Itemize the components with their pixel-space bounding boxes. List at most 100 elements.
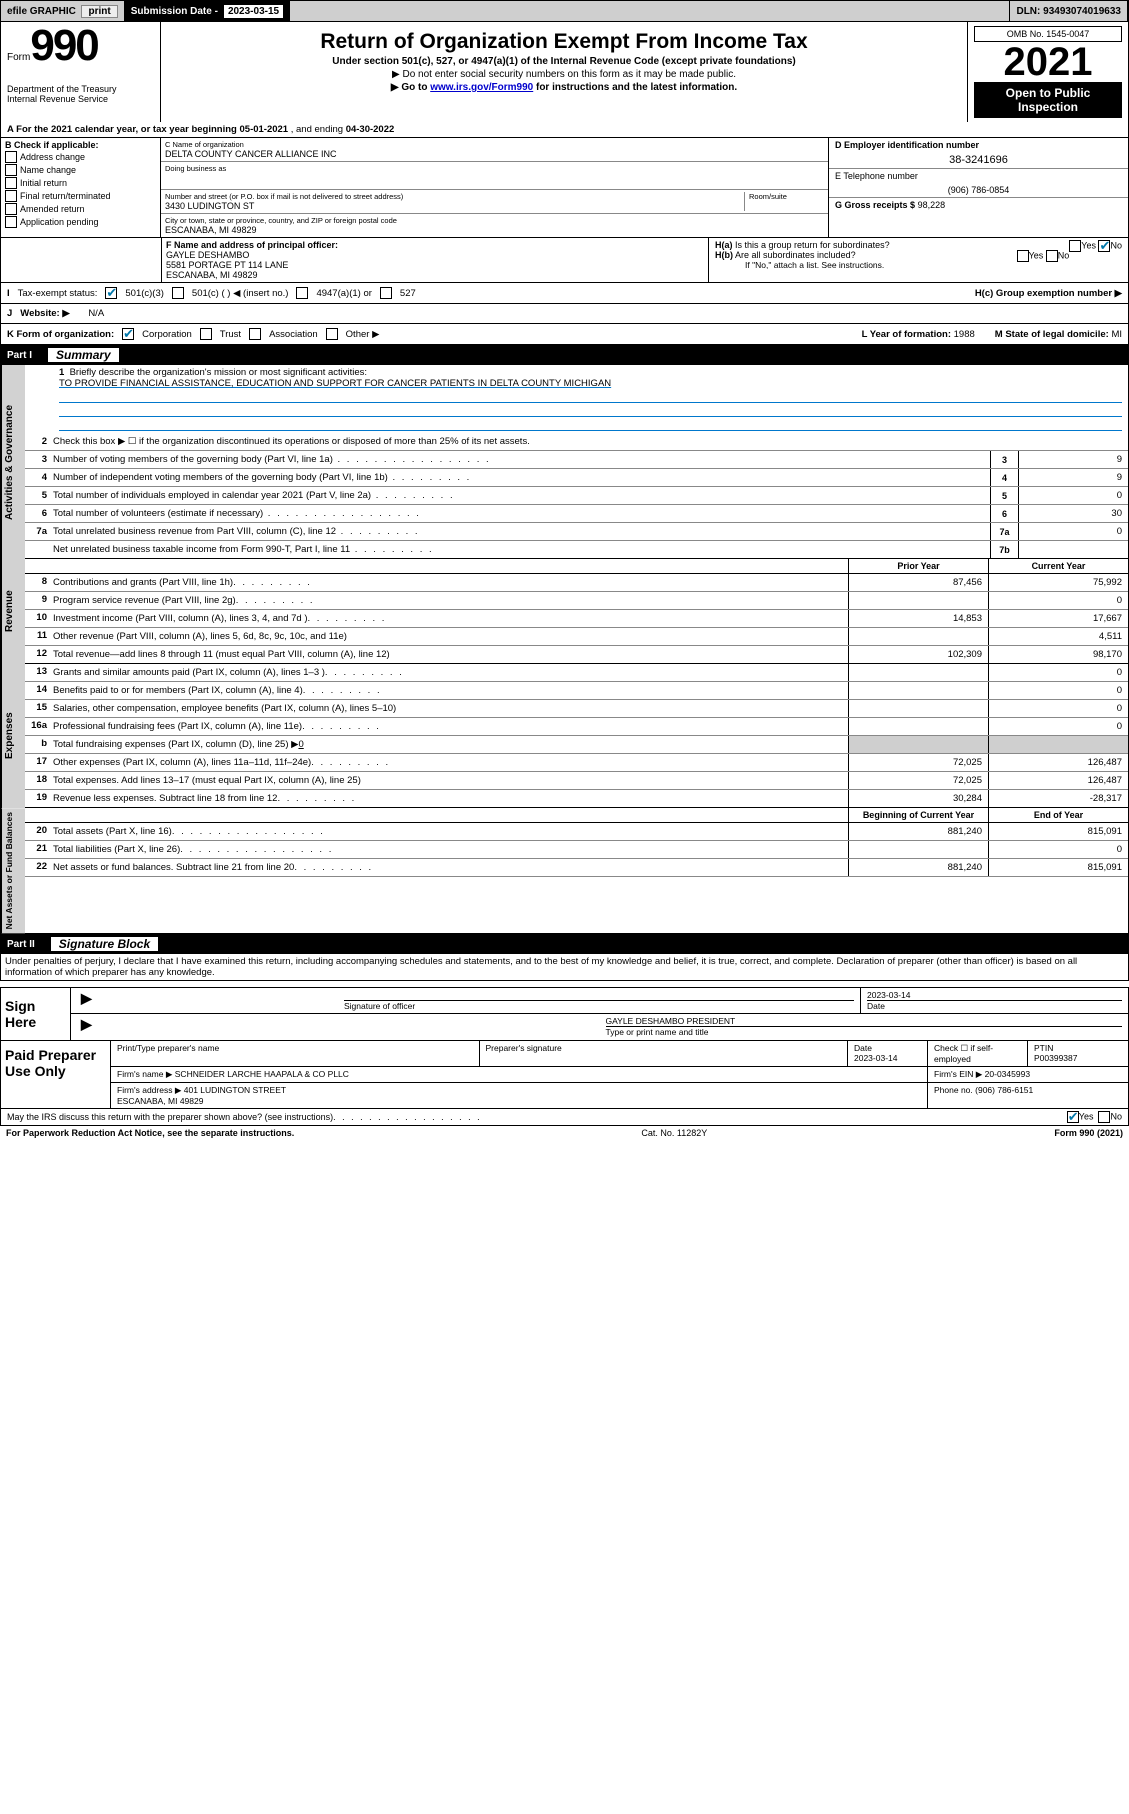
discuss-row: May the IRS discuss this return with the… [0, 1109, 1129, 1126]
topbar-spacer [290, 1, 1010, 21]
city-state-zip: ESCANABA, MI 49829 [165, 225, 824, 235]
rev-10-curr: 17,667 [988, 610, 1128, 627]
exp-19-curr: -28,317 [988, 790, 1128, 807]
val-4: 9 [1018, 469, 1128, 486]
na-21-eoy: 0 [988, 841, 1128, 858]
arrow-icon: ▶ [77, 990, 96, 1006]
row-fh: F Name and address of principal officer:… [0, 238, 1129, 283]
firm-phone: (906) 786-6151 [975, 1085, 1033, 1095]
street-address: 3430 LUDINGTON ST [165, 201, 744, 211]
chk-initial-return[interactable]: Initial return [5, 177, 156, 189]
ein: 38-3241696 [835, 154, 1122, 166]
note-link: ▶ Go to www.irs.gov/Form990 for instruct… [167, 82, 961, 93]
form-header: Form990 Department of the Treasury Inter… [0, 22, 1129, 122]
chk-name-change[interactable]: Name change [5, 164, 156, 176]
header-boxes: B Check if applicable: Address change Na… [0, 138, 1129, 238]
footer: For Paperwork Reduction Act Notice, see … [0, 1126, 1129, 1140]
rev-10-prior: 14,853 [848, 610, 988, 627]
revenue-section: Revenue Prior YearCurrent Year 8Contribu… [0, 559, 1129, 664]
officer-name: GAYLE DESHAMBO [166, 250, 249, 260]
row-klm: K Form of organization: Corporation Trus… [0, 324, 1129, 345]
exp-17-prior: 72,025 [848, 754, 988, 771]
rev-9-curr: 0 [988, 592, 1128, 609]
open-to-public: Open to Public Inspection [974, 82, 1122, 118]
year-formation: 1988 [954, 329, 975, 340]
exp-16a-curr: 0 [988, 718, 1128, 735]
self-employed-check[interactable]: Check ☐ if self-employed [928, 1041, 1028, 1066]
sign-here-block: Sign Here ▶ Signature of officer 2023-03… [0, 987, 1129, 1041]
activities-governance: Activities & Governance 1 Briefly descri… [0, 365, 1129, 559]
na-22-boy: 881,240 [848, 859, 988, 876]
discuss-yes[interactable] [1067, 1111, 1079, 1123]
rev-8-curr: 75,992 [988, 574, 1128, 591]
chk-527[interactable] [380, 287, 392, 299]
declaration: Under penalties of perjury, I declare th… [0, 954, 1129, 981]
val-7b [1018, 541, 1128, 558]
na-20-eoy: 815,091 [988, 823, 1128, 840]
cat-no: Cat. No. 11282Y [641, 1128, 707, 1138]
irs-link[interactable]: www.irs.gov/Form990 [430, 82, 533, 93]
telephone: (906) 786-0854 [835, 185, 1122, 195]
chk-amended[interactable]: Amended return [5, 203, 156, 215]
firm-ein: 20-0345993 [985, 1069, 1030, 1079]
part-ii-header: Part IISignature Block [0, 934, 1129, 954]
chk-app-pending[interactable]: Application pending [5, 216, 156, 228]
exp-19-prior: 30,284 [848, 790, 988, 807]
chk-trust[interactable] [200, 328, 212, 340]
val-5: 0 [1018, 487, 1128, 504]
chk-final-return[interactable]: Final return/terminated [5, 190, 156, 202]
form-number: 990 [30, 21, 97, 70]
vtab-expenses: Expenses [1, 664, 25, 808]
chk-4947[interactable] [296, 287, 308, 299]
expenses-section: Expenses 13Grants and similar amounts pa… [0, 664, 1129, 808]
dept-treasury: Department of the Treasury Internal Reve… [7, 84, 154, 104]
na-22-eoy: 815,091 [988, 859, 1128, 876]
box-b: B Check if applicable: Address change Na… [1, 138, 161, 237]
vtab-ag: Activities & Governance [1, 365, 25, 559]
vtab-net-assets: Net Assets or Fund Balances [1, 808, 25, 933]
state-domicile: MI [1111, 329, 1122, 340]
chk-address-change[interactable]: Address change [5, 151, 156, 163]
officer-name-title: GAYLE DESHAMBO PRESIDENT [606, 1016, 736, 1026]
row-j: JWebsite: ▶ N/A [0, 304, 1129, 324]
firm-name: SCHNEIDER LARCHE HAAPALA & CO PLLC [175, 1069, 349, 1079]
val-7a: 0 [1018, 523, 1128, 540]
arrow-icon: ▶ [77, 1016, 96, 1032]
exp-18-curr: 126,487 [988, 772, 1128, 789]
exp-14-curr: 0 [988, 682, 1128, 699]
discuss-no[interactable] [1098, 1111, 1110, 1123]
box-hc: H(c) Group exemption number ▶ [975, 288, 1122, 299]
chk-assoc[interactable] [249, 328, 261, 340]
print-btn[interactable]: print [81, 5, 117, 18]
dln: DLN: 93493074019633 [1010, 1, 1128, 21]
exp-16b-val: 0 [298, 739, 303, 750]
chk-other[interactable] [326, 328, 338, 340]
form-ref: Form 990 (2021) [1054, 1128, 1123, 1138]
form-title: Return of Organization Exempt From Incom… [167, 30, 961, 54]
exp-15-curr: 0 [988, 700, 1128, 717]
box-h: H(a) Is this a group return for subordin… [708, 238, 1128, 282]
row-i: ITax-exempt status: 501(c)(3) 501(c) ( )… [0, 283, 1129, 304]
sig-officer-label: Signature of officer [344, 1000, 854, 1011]
val-3: 9 [1018, 451, 1128, 468]
exp-18-prior: 72,025 [848, 772, 988, 789]
chk-corp[interactable] [122, 328, 134, 340]
submission-date: Submission Date -2023-03-15 [125, 1, 290, 21]
part-i-header: Part ISummary [0, 345, 1129, 365]
line-2: Check this box ▶ ☐ if the organization d… [53, 434, 1128, 449]
chk-501c[interactable] [172, 287, 184, 299]
prep-date: 2023-03-14 [854, 1053, 897, 1063]
form-subtitle: Under section 501(c), 527, or 4947(a)(1)… [167, 56, 961, 67]
chk-501c3[interactable] [105, 287, 117, 299]
paid-preparer-block: Paid Preparer Use Only Print/Type prepar… [0, 1041, 1129, 1109]
box-f: F Name and address of principal officer:… [161, 238, 708, 282]
exp-17-curr: 126,487 [988, 754, 1128, 771]
tax-year: 2021 [974, 44, 1122, 80]
form-prefix: Form [7, 52, 30, 63]
topbar: efile GRAPHIC print Submission Date -202… [0, 0, 1129, 22]
net-assets-section: Net Assets or Fund Balances Beginning of… [0, 808, 1129, 934]
website: N/A [88, 308, 104, 319]
rev-8-prior: 87,456 [848, 574, 988, 591]
gross-receipts: 98,228 [918, 200, 946, 210]
box-c: C Name of organizationDELTA COUNTY CANCE… [161, 138, 828, 237]
